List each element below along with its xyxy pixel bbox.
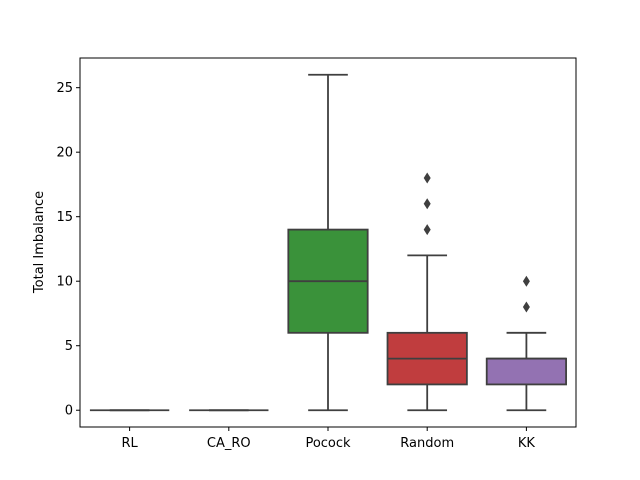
y-tick-label: 20 — [56, 146, 73, 161]
boxes-layer — [89, 73, 567, 412]
y-tick-label: 10 — [56, 275, 73, 290]
x-tick-label: Pocock — [305, 436, 351, 451]
x-tick-label: Random — [400, 436, 454, 451]
y-axis-title: Total Imbalance — [32, 191, 47, 294]
x-axis: RL CA_RO Pocock Random KK — [121, 427, 535, 451]
y-tick-label: 15 — [56, 210, 73, 225]
x-tick-label: RL — [121, 436, 138, 451]
outlier-point — [423, 198, 431, 210]
y-tick-label: 25 — [56, 81, 73, 96]
outlier-point — [423, 224, 431, 236]
box-group-pocock — [287, 73, 369, 412]
x-tick-label: KK — [518, 436, 536, 451]
y-axis: 0 5 10 15 20 25 — [56, 81, 80, 419]
y-tick-label: 5 — [65, 339, 73, 354]
outlier-point — [522, 275, 530, 287]
box-iqr — [485, 357, 567, 386]
outlier-point — [423, 172, 431, 184]
outlier-point — [522, 301, 530, 313]
box-group-kk — [485, 275, 567, 412]
x-tick-label: CA_RO — [207, 436, 251, 451]
y-tick-label: 0 — [65, 404, 73, 419]
box-group-random — [386, 172, 468, 412]
